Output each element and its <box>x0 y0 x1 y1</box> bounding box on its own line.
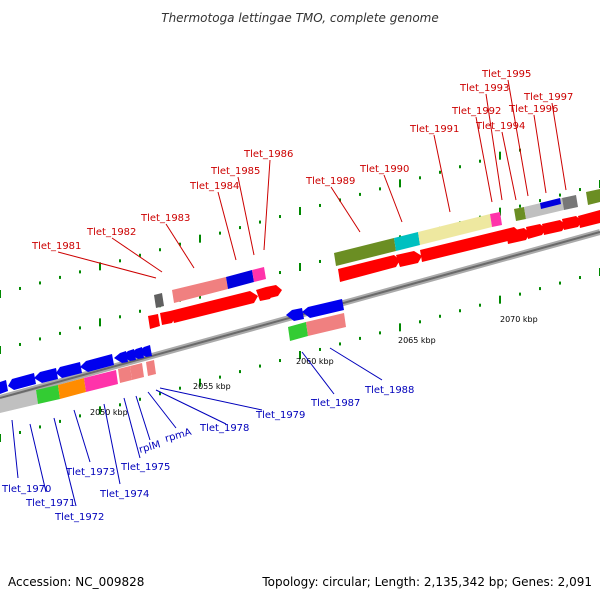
scale-label: 2060 kbp <box>296 357 334 366</box>
gene-block-1984[interactable] <box>226 270 254 289</box>
gene-block-1988[interactable] <box>306 313 346 336</box>
gene-arrow[interactable] <box>286 308 304 321</box>
gene-arrow[interactable] <box>266 285 282 298</box>
gene-label[interactable]: Tlet_1990 <box>359 164 409 175</box>
gene-block-1973[interactable] <box>84 370 118 392</box>
top-label-leaders <box>57 79 567 279</box>
gene-arrow[interactable] <box>562 216 582 230</box>
gene-arrow[interactable] <box>302 299 344 318</box>
gene-block-1970[interactable] <box>0 390 38 413</box>
gene-block-rplM[interactable] <box>130 363 144 380</box>
gene-block-rpmA[interactable] <box>146 360 156 376</box>
accession-text: Accession: NC_009828 <box>8 575 144 589</box>
gene-block-1994[interactable] <box>514 207 526 221</box>
gene-label[interactable]: Tlet_1992 <box>451 106 501 117</box>
tick-marks <box>0 148 600 442</box>
gene-label[interactable]: Tlet_1978 <box>199 423 249 434</box>
gene-arrow[interactable] <box>34 368 58 383</box>
gene-label[interactable]: rplM <box>138 439 162 456</box>
gene-block-1971[interactable] <box>36 385 60 404</box>
gene-label[interactable]: Tlet_1982 <box>86 227 136 238</box>
reverse-features <box>0 299 346 413</box>
gene-label[interactable]: Tlet_1972 <box>54 512 104 523</box>
gene-arrow[interactable] <box>170 291 258 323</box>
gene-arrow[interactable] <box>0 380 8 394</box>
gene-block-1985[interactable] <box>252 267 266 282</box>
gene-label[interactable]: Tlet_1970 <box>1 484 51 495</box>
gene-label[interactable]: Tlet_1988 <box>364 385 414 396</box>
gene-arrow[interactable] <box>542 220 566 235</box>
gene-label[interactable]: Tlet_1985 <box>210 166 260 177</box>
gene-label[interactable]: Tlet_1986 <box>243 149 293 160</box>
gene-block-1972[interactable] <box>58 378 86 399</box>
gene-arrow[interactable] <box>420 227 520 262</box>
gene-label[interactable]: Tlet_1996 <box>508 104 558 115</box>
gene-arrow[interactable] <box>578 210 600 228</box>
gene-label[interactable]: Tlet_1984 <box>189 181 239 192</box>
gene-arrow[interactable] <box>396 251 422 267</box>
scale-label: 2055 kbp <box>193 382 231 391</box>
gene-label[interactable]: Tlet_1997 <box>523 92 573 103</box>
bottom-label-leaders <box>11 347 383 507</box>
gene-arrow[interactable] <box>148 314 160 329</box>
summary-text: Topology: circular; Length: 2,135,342 bp… <box>261 575 592 589</box>
gene-block-1997[interactable] <box>562 195 578 210</box>
gene-label[interactable]: Tlet_1995 <box>481 69 531 80</box>
bottom-labels: Tlet_1970 Tlet_1971 Tlet_1972 Tlet_1973 … <box>1 385 414 523</box>
gene-block-1989[interactable] <box>334 238 396 266</box>
gene-label[interactable]: Tlet_1979 <box>255 410 305 421</box>
gene-block-1991[interactable] <box>418 214 492 245</box>
gene-block-1981[interactable] <box>154 293 164 308</box>
gene-label[interactable]: Tlet_1973 <box>65 467 115 478</box>
gene-block-1983[interactable] <box>172 277 228 303</box>
forward-features <box>148 189 600 329</box>
gene-arrow[interactable] <box>506 228 530 244</box>
gene-block-1975[interactable] <box>118 366 132 383</box>
gene-arrow[interactable] <box>56 362 82 378</box>
gene-label[interactable]: Tlet_1983 <box>140 213 190 224</box>
gene-arrow[interactable] <box>80 354 114 372</box>
gene-block-1996[interactable] <box>540 198 561 209</box>
gene-label[interactable]: Tlet_1989 <box>305 176 355 187</box>
top-labels: Tlet_1981 Tlet_1982 Tlet_1983 Tlet_1984 … <box>31 69 573 252</box>
gene-arrow[interactable] <box>8 373 36 390</box>
gene-label[interactable]: Tlet_1971 <box>25 498 75 509</box>
gene-block-1990[interactable] <box>394 232 420 251</box>
scale-label: 2050 kbp <box>90 408 128 417</box>
gene-label[interactable]: Tlet_1981 <box>31 241 81 252</box>
scale-label: 2065 kbp <box>398 336 436 345</box>
gene-label[interactable]: Tlet_1994 <box>475 121 525 132</box>
gene-label[interactable]: Tlet_1991 <box>409 124 459 135</box>
gene-arrow[interactable] <box>338 255 400 282</box>
gene-block-1992[interactable] <box>490 212 502 227</box>
gene-arrow[interactable] <box>526 224 546 239</box>
gene-block-end[interactable] <box>586 189 600 205</box>
gene-label[interactable]: Tlet_1987 <box>310 398 360 409</box>
scale-label: 2070 kbp <box>500 315 538 324</box>
gene-label[interactable]: Tlet_1993 <box>459 83 509 94</box>
gene-arrow[interactable] <box>138 345 152 357</box>
gene-label[interactable]: rpmA <box>164 427 193 445</box>
gene-label[interactable]: Tlet_1974 <box>99 489 149 500</box>
map-title: Thermotoga lettingae TMO, complete genom… <box>161 11 439 25</box>
scale-labels: 2050 kbp 2055 kbp 2060 kbp 2065 kbp 2070… <box>90 315 538 417</box>
gene-label[interactable]: Tlet_1975 <box>120 462 170 473</box>
gene-block-1987[interactable] <box>288 322 308 341</box>
